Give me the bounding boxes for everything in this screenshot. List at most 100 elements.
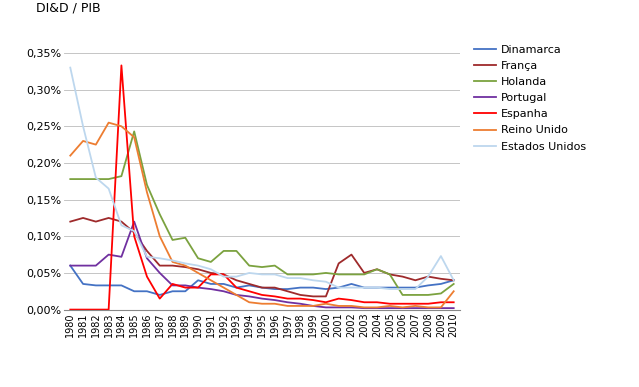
Dinamarca bbox=[245, 283, 253, 288]
Estados Unidos bbox=[348, 285, 355, 290]
Espanha bbox=[296, 296, 304, 301]
Holanda bbox=[66, 177, 74, 182]
França bbox=[296, 293, 304, 297]
Portugal bbox=[79, 263, 87, 268]
Estados Unidos bbox=[66, 65, 74, 70]
França bbox=[424, 274, 432, 279]
Holanda bbox=[79, 177, 87, 182]
Estados Unidos bbox=[424, 274, 432, 279]
Reino Unido bbox=[143, 190, 151, 195]
Estados Unidos bbox=[335, 285, 343, 290]
Holanda bbox=[309, 272, 317, 277]
Estados Unidos bbox=[437, 254, 445, 259]
França bbox=[271, 285, 279, 290]
Portugal bbox=[437, 306, 445, 310]
Dinamarca bbox=[207, 282, 215, 286]
França bbox=[207, 271, 215, 275]
Line: Dinamarca: Dinamarca bbox=[70, 265, 454, 295]
França bbox=[92, 219, 100, 224]
Holanda bbox=[348, 272, 355, 277]
Holanda bbox=[118, 174, 125, 178]
Reino Unido bbox=[335, 304, 343, 308]
Holanda bbox=[245, 263, 253, 268]
Espanha bbox=[207, 272, 215, 277]
Espanha bbox=[322, 300, 330, 305]
Espanha bbox=[424, 301, 432, 306]
Holanda bbox=[373, 267, 381, 272]
França bbox=[373, 267, 381, 272]
França bbox=[79, 216, 87, 220]
Espanha bbox=[360, 300, 368, 305]
Portugal bbox=[386, 306, 394, 310]
Holanda bbox=[271, 263, 279, 268]
Dinamarca bbox=[233, 285, 240, 290]
França bbox=[181, 265, 189, 269]
Reino Unido bbox=[322, 301, 330, 306]
Espanha bbox=[233, 285, 240, 290]
Reino Unido bbox=[284, 304, 291, 308]
Estados Unidos bbox=[258, 272, 266, 277]
Line: Espanha: Espanha bbox=[70, 65, 454, 310]
Reino Unido bbox=[220, 285, 227, 290]
Estados Unidos bbox=[118, 223, 125, 228]
França bbox=[309, 294, 317, 299]
Holanda bbox=[386, 272, 394, 277]
Portugal bbox=[92, 263, 100, 268]
Holanda bbox=[194, 256, 202, 260]
Estados Unidos bbox=[169, 258, 176, 263]
Reino Unido bbox=[437, 305, 445, 310]
Holanda bbox=[437, 291, 445, 296]
Espanha bbox=[335, 296, 343, 301]
Espanha bbox=[79, 307, 87, 312]
Dinamarca bbox=[79, 282, 87, 286]
Reino Unido bbox=[181, 263, 189, 268]
Reino Unido bbox=[373, 305, 381, 310]
Espanha bbox=[156, 296, 164, 301]
França bbox=[66, 219, 74, 224]
Espanha bbox=[437, 300, 445, 305]
França bbox=[233, 278, 240, 283]
Portugal bbox=[220, 289, 227, 294]
Reino Unido bbox=[169, 260, 176, 264]
França bbox=[245, 282, 253, 286]
França bbox=[194, 267, 202, 272]
Estados Unidos bbox=[143, 255, 151, 259]
Holanda bbox=[220, 248, 227, 253]
França bbox=[169, 263, 176, 268]
Holanda bbox=[92, 177, 100, 182]
Espanha bbox=[450, 300, 458, 305]
Line: França: França bbox=[70, 218, 454, 296]
Dinamarca bbox=[130, 289, 138, 294]
Dinamarca bbox=[322, 287, 330, 291]
Espanha bbox=[66, 307, 74, 312]
Reino Unido bbox=[130, 135, 138, 140]
Portugal bbox=[412, 306, 419, 310]
Estados Unidos bbox=[181, 261, 189, 266]
França bbox=[105, 216, 112, 220]
Estados Unidos bbox=[296, 276, 304, 281]
Portugal bbox=[360, 306, 368, 310]
Portugal bbox=[66, 263, 74, 268]
Dinamarca bbox=[105, 283, 112, 288]
Espanha bbox=[245, 289, 253, 294]
França bbox=[143, 248, 151, 253]
Espanha bbox=[399, 301, 406, 306]
Reino Unido bbox=[296, 304, 304, 308]
Reino Unido bbox=[360, 305, 368, 310]
Holanda bbox=[284, 272, 291, 277]
Reino Unido bbox=[233, 293, 240, 297]
Espanha bbox=[373, 300, 381, 305]
França bbox=[335, 261, 343, 266]
Estados Unidos bbox=[322, 279, 330, 284]
Estados Unidos bbox=[450, 278, 458, 283]
Holanda bbox=[169, 238, 176, 242]
Portugal bbox=[322, 305, 330, 310]
Portugal bbox=[335, 305, 343, 310]
Portugal bbox=[181, 283, 189, 288]
França bbox=[437, 276, 445, 281]
Line: Portugal: Portugal bbox=[70, 222, 454, 308]
Reino Unido bbox=[118, 124, 125, 128]
Estados Unidos bbox=[194, 263, 202, 268]
Dinamarca bbox=[386, 285, 394, 290]
Holanda bbox=[412, 293, 419, 297]
